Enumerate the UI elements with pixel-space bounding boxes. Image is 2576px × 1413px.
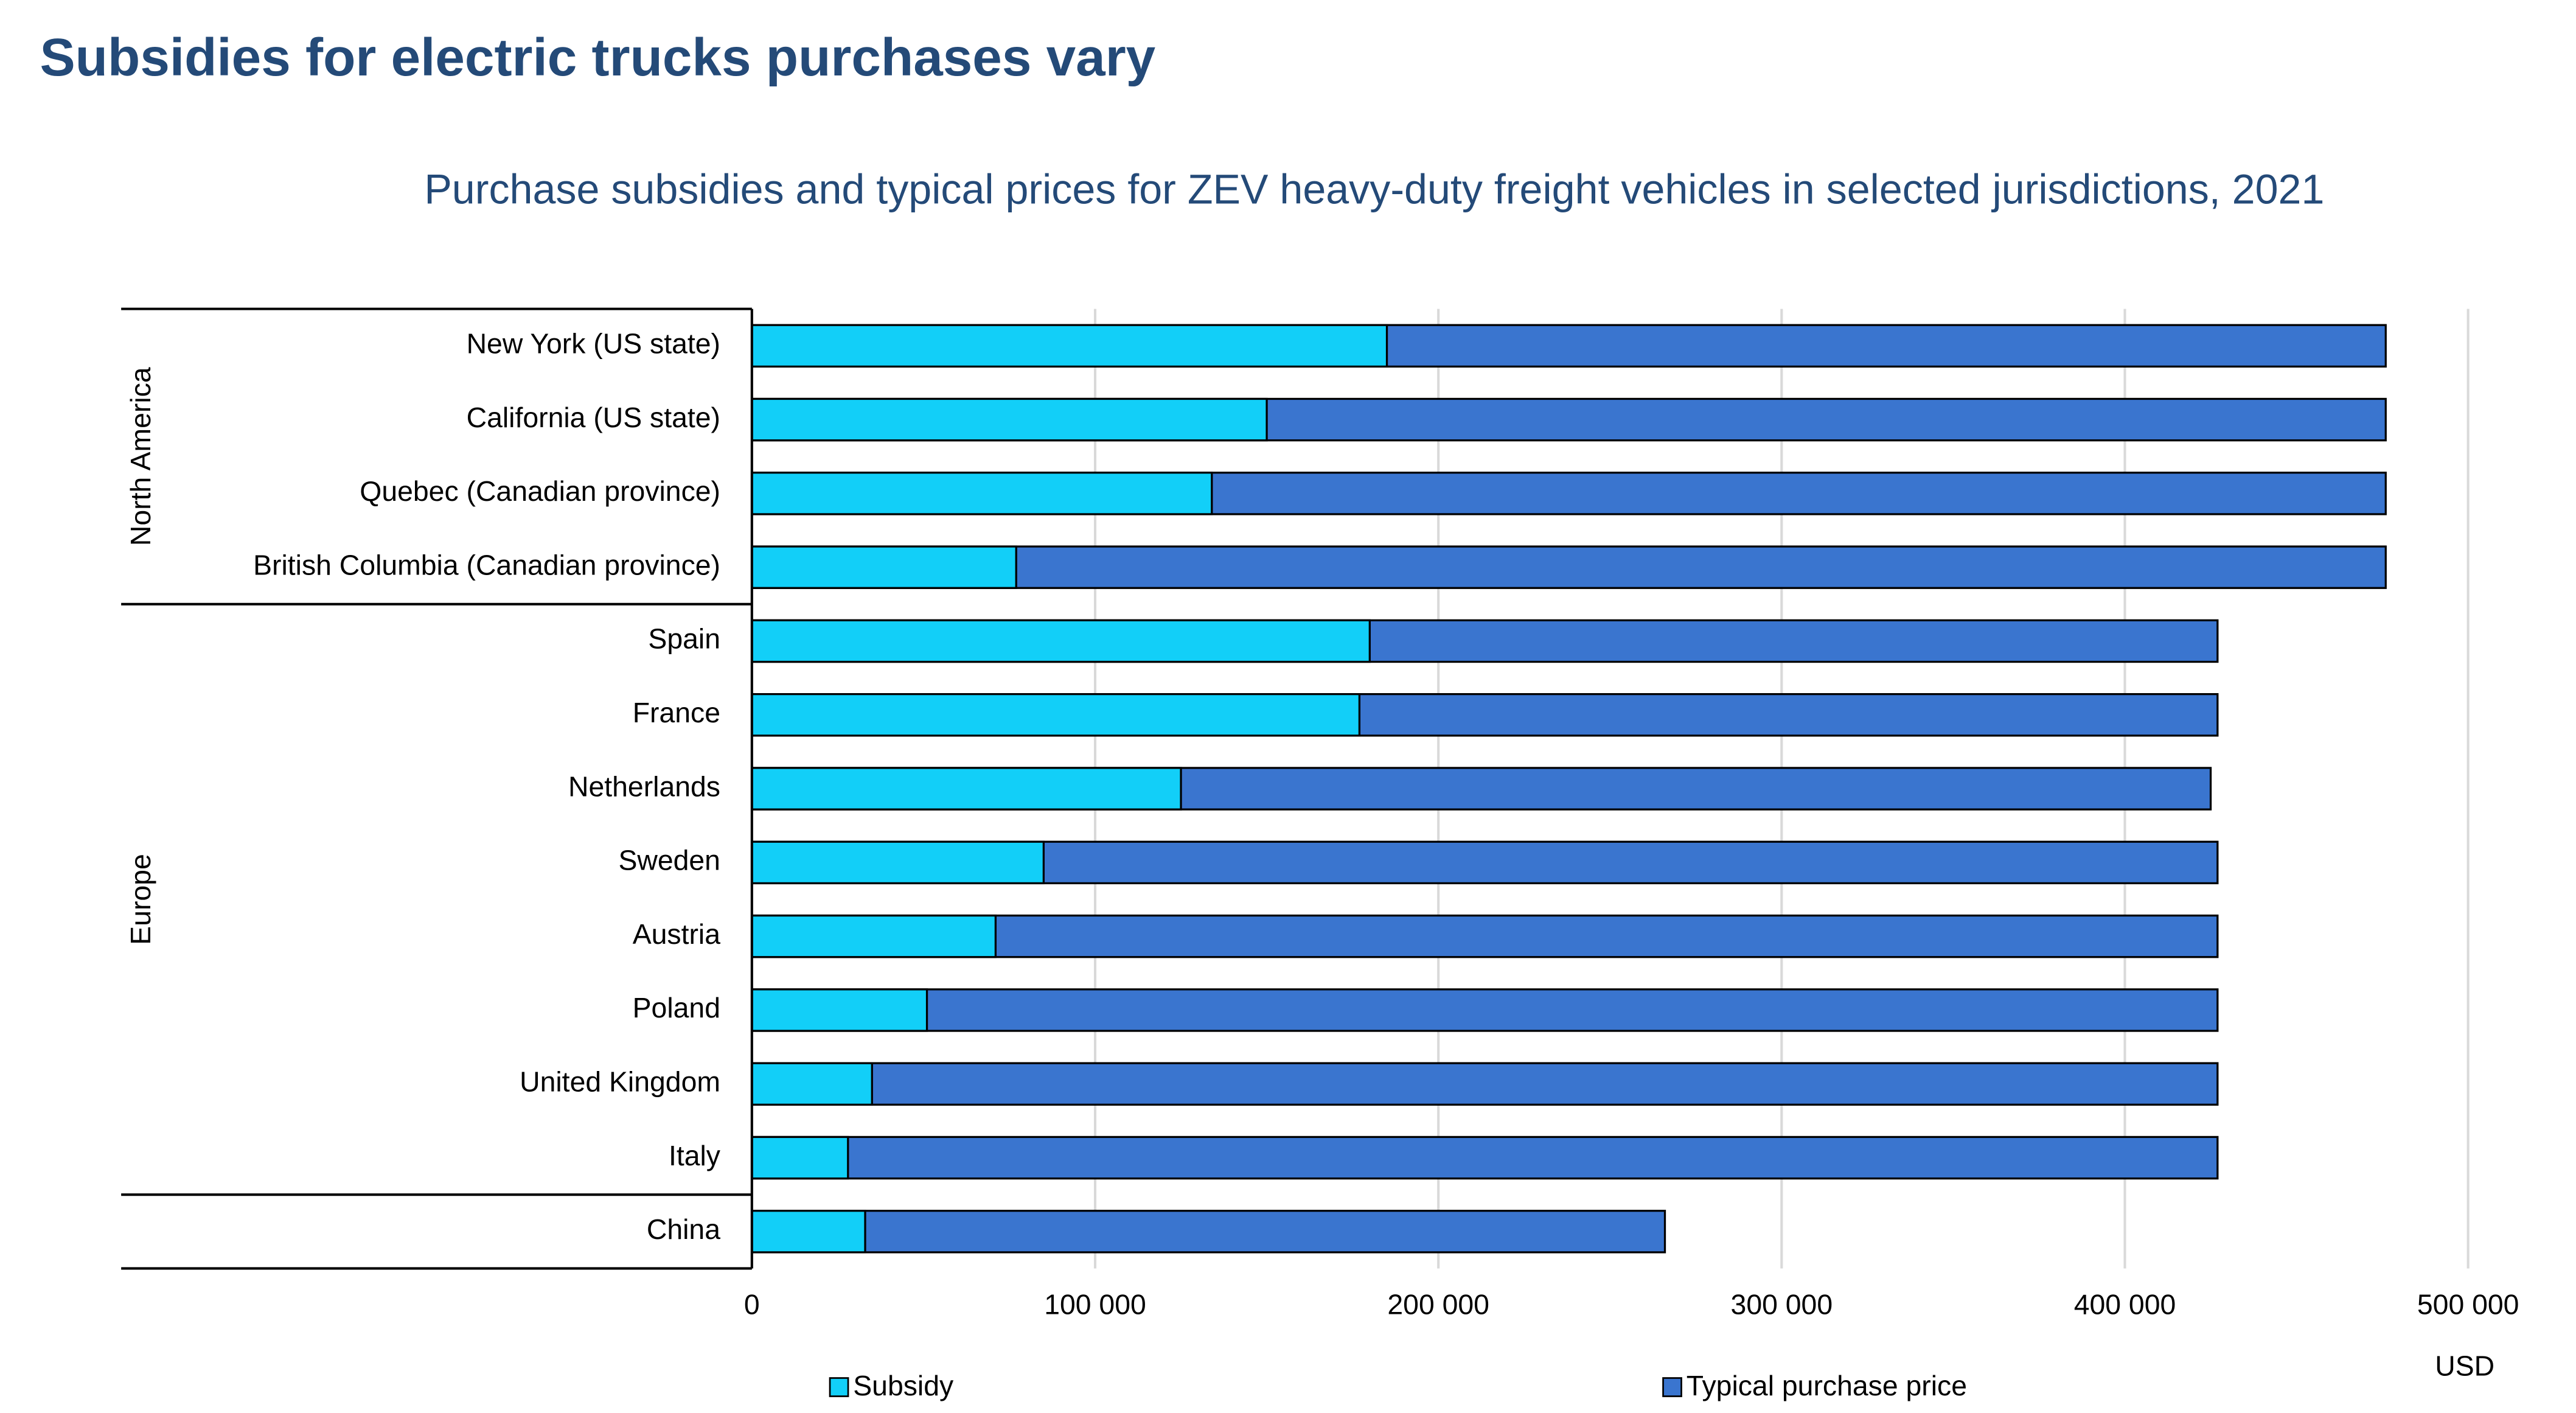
y-tick-label: Spain <box>648 623 720 655</box>
x-tick-label: 100 000 <box>1044 1288 1146 1320</box>
subsidy-bar <box>751 1062 873 1106</box>
subsidy-bar <box>751 324 1388 368</box>
y-tick-label: Netherlands <box>568 770 720 802</box>
y-tick-label: Italy <box>669 1140 721 1171</box>
subsidy-bar <box>751 619 1371 663</box>
subsidy-bar <box>751 472 1213 515</box>
subsidy-bar <box>751 988 928 1032</box>
y-tick-label: France <box>633 697 720 728</box>
legend-swatch <box>1662 1377 1682 1397</box>
x-tick-label: 0 <box>744 1288 760 1320</box>
price-bar <box>751 988 2219 1032</box>
x-tick-label: 200 000 <box>1387 1288 1489 1320</box>
group-label: North America <box>125 367 156 546</box>
y-tick-label: Quebec (Canadian province) <box>360 475 720 507</box>
x-tick-label: 300 000 <box>1731 1288 1833 1320</box>
y-tick-label: New York (US state) <box>467 328 720 360</box>
y-tick-label: British Columbia (Canadian province) <box>253 549 720 581</box>
chart-subtitle: Purchase subsidies and typical prices fo… <box>424 167 2324 213</box>
price-bar <box>751 1062 2219 1106</box>
y-tick-label: Austria <box>633 918 721 950</box>
x-tick-label: 500 000 <box>2417 1288 2519 1320</box>
y-tick-label: Poland <box>633 992 720 1024</box>
subsidy-bar <box>751 1210 866 1254</box>
legend-label: Typical purchase price <box>1687 1370 1967 1401</box>
chart-title: Subsidies for electric trucks purchases … <box>40 28 1155 87</box>
group-label: Europe <box>125 854 156 945</box>
subsidy-bar <box>751 1136 849 1180</box>
subsidy-bar <box>751 914 997 958</box>
price-bar <box>751 1136 2219 1180</box>
y-tick-label: China <box>647 1213 720 1245</box>
subsidy-bar <box>751 397 1268 442</box>
y-tick-label: California (US state) <box>467 402 720 433</box>
subsidy-bar <box>751 693 1361 737</box>
y-tick-label: Sweden <box>618 845 720 876</box>
y-tick-label: United Kingdom <box>520 1066 720 1097</box>
subsidy-bar <box>751 545 1017 589</box>
price-bar <box>751 545 2387 589</box>
subsidy-bar <box>751 840 1045 885</box>
subsidy-bar <box>751 767 1182 811</box>
price-bar <box>751 1210 1666 1254</box>
x-tick-label: 400 000 <box>2074 1288 2176 1320</box>
x-axis-label: USD <box>2435 1350 2494 1381</box>
legend-swatch <box>829 1377 849 1397</box>
legend-label: Subsidy <box>853 1370 954 1401</box>
